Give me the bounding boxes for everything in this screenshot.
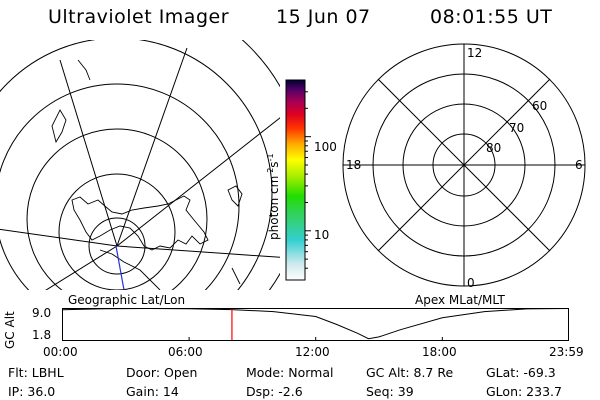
info-glat: GLat: -69.3 [486, 365, 556, 380]
latitude-circles [0, 40, 280, 290]
colorbar-tick-label-100: 100 [314, 140, 337, 154]
xtick-marks [62, 337, 569, 341]
geographic-map [0, 40, 280, 290]
mlt-line-diag-2 [377, 78, 551, 252]
mlat-label-70: 70 [509, 121, 524, 135]
coastlines [51, 59, 243, 290]
mlat-label-60: 60 [532, 99, 547, 113]
longitude-lines [0, 47, 280, 290]
mlt-label-18: 18 [346, 158, 361, 172]
apex-label: Apex MLat/MLT [415, 293, 505, 307]
info-gain: Gain: 14 [126, 384, 179, 399]
unit-text-1: photon cm [267, 175, 281, 240]
info-seq: Seq: 39 [366, 384, 414, 399]
altitude-series-line [62, 308, 569, 340]
orbit-track [115, 245, 125, 290]
info-ip: IP: 36.0 [8, 384, 56, 399]
unit-text-2: s [267, 161, 281, 168]
mlt-label-6: 6 [575, 158, 583, 172]
mlt-label-12: 12 [467, 46, 482, 60]
colorbar-tick-label-10: 10 [314, 228, 330, 242]
info-gc-alt: GC Alt: 8.7 Re [366, 365, 454, 380]
geographic-label: Geographic Lat/Lon [68, 293, 186, 307]
info-dsp: Dsp: -2.6 [246, 384, 303, 399]
colorbar [285, 79, 311, 281]
xtick-label-2359: 23:59 [549, 345, 584, 359]
mlt-label-0: 0 [467, 276, 475, 290]
unit-sup-2: -1 [266, 153, 275, 162]
timeline-ytick-bottom: 1.8 [32, 328, 52, 342]
timeline-ylabel: GC Alt [3, 311, 17, 349]
date-label: 15 Jun 07 [276, 6, 371, 28]
xtick-label-0000: 00:00 [43, 345, 78, 359]
unit-sup-1: -2 [266, 167, 275, 176]
colorbar-gradient [285, 79, 306, 281]
info-mode: Mode: Normal [246, 365, 334, 380]
xtick-label-1200: 12:00 [295, 345, 330, 359]
info-filter: Flt: LBHL [8, 365, 64, 380]
colorbar-ticks [305, 91, 311, 269]
timeline-ytick-top: 9.0 [32, 306, 52, 320]
altitude-timeline-plot [62, 308, 569, 341]
xtick-label-1800: 18:00 [422, 345, 457, 359]
info-glon: GLon: 233.7 [486, 384, 562, 399]
mlat-label-80: 80 [486, 141, 501, 155]
info-door: Door: Open [126, 365, 198, 380]
plot-frame [62, 308, 569, 341]
instrument-title: Ultraviolet Imager [48, 6, 230, 28]
xtick-label-0600: 06:00 [168, 345, 203, 359]
mlat-mlt-grid: 12 18 6 0 60 70 80 [342, 43, 586, 290]
time-label: 08:01:55 UT [430, 6, 553, 28]
colorbar-unit-label: photon cm-2s-1 [266, 153, 281, 240]
